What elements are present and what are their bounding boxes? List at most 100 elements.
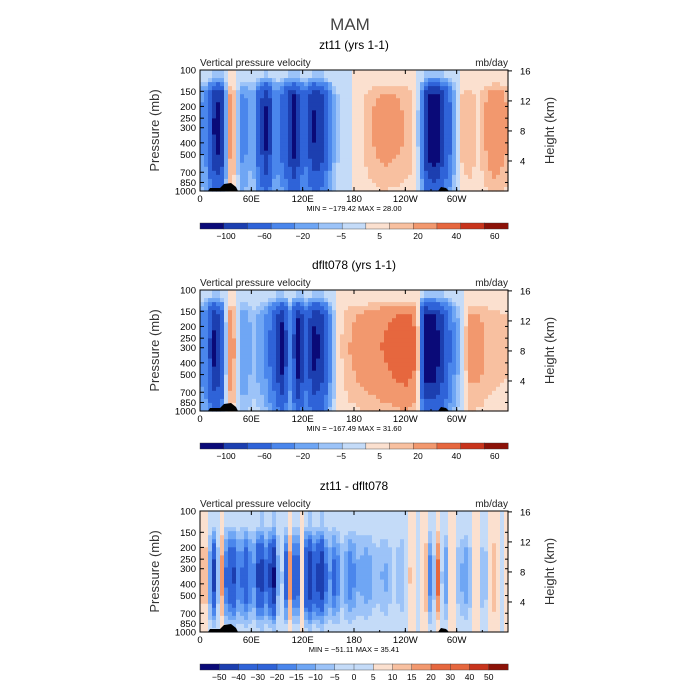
- heatmap-cell: [308, 358, 313, 364]
- heatmap-cell: [288, 290, 293, 295]
- heatmap-cell: [492, 346, 497, 352]
- heatmap-cell: [368, 162, 373, 168]
- heatmap-cell: [396, 302, 401, 307]
- heatmap-cell: [352, 374, 357, 380]
- heatmap-cell: [460, 318, 465, 323]
- heatmap-cell: [468, 78, 473, 83]
- heatmap-cell: [296, 310, 301, 315]
- heatmap-cell: [316, 406, 321, 412]
- heatmap-cell: [464, 318, 469, 323]
- heatmap-cell: [484, 290, 489, 295]
- heatmap-cell: [480, 174, 485, 180]
- heatmap-cell: [352, 334, 357, 339]
- heatmap-cell: [500, 362, 505, 368]
- heatmap-cell: [480, 334, 485, 339]
- heatmap-cell: [468, 382, 473, 388]
- heatmap-cell: [280, 334, 285, 339]
- heatmap-cell: [204, 314, 209, 319]
- heatmap-cell: [216, 358, 221, 364]
- heatmap-cell: [504, 126, 509, 132]
- heatmap-cell: [484, 374, 489, 380]
- heatmap-cell: [404, 318, 409, 323]
- heatmap-cell: [204, 370, 209, 376]
- heatmap-cell: [408, 154, 413, 160]
- heatmap-cell: [500, 154, 505, 160]
- heatmap-cell: [460, 98, 465, 103]
- heatmap-cell: [364, 366, 369, 372]
- heatmap-cell: [372, 354, 377, 360]
- heatmap-cell: [380, 398, 385, 404]
- heatmap-cell: [224, 322, 229, 327]
- heatmap-cell: [504, 122, 509, 128]
- heatmap-cell: [276, 110, 281, 115]
- heatmap-cell: [340, 390, 345, 396]
- heatmap-cell: [404, 310, 409, 315]
- heatmap-cell: [484, 394, 489, 400]
- heatmap-cell: [448, 290, 453, 295]
- heatmap-cell: [352, 326, 357, 331]
- heatmap-cell: [396, 326, 401, 331]
- heatmap-cell: [268, 122, 273, 128]
- heatmap-cell: [444, 302, 449, 307]
- heatmap-cell: [436, 102, 441, 107]
- heatmap-cell: [460, 354, 465, 360]
- heatmap-cell: [264, 94, 269, 99]
- heatmap-cell: [396, 318, 401, 323]
- heatmap-cell: [284, 322, 289, 327]
- heatmap-cell: [296, 158, 301, 164]
- heatmap-cell: [460, 106, 465, 111]
- heatmap-cell: [408, 134, 413, 140]
- heatmap-cell: [448, 126, 453, 132]
- heatmap-cell: [380, 374, 385, 380]
- heatmap-cell: [496, 78, 501, 83]
- heatmap-cell: [300, 154, 305, 160]
- heatmap-cell: [304, 90, 309, 95]
- heatmap-cell: [464, 138, 469, 144]
- heatmap-cell: [336, 366, 341, 372]
- heatmap-cell: [324, 106, 329, 111]
- heatmap-cell: [280, 302, 285, 307]
- heatmap-cell: [420, 166, 425, 172]
- heatmap-cell: [204, 511, 209, 516]
- heatmap-cell: [216, 595, 221, 601]
- heatmap-cell: [248, 118, 253, 124]
- heatmap-cell: [220, 338, 225, 344]
- heatmap-cell: [320, 110, 325, 115]
- heatmap-cell: [348, 174, 353, 180]
- heatmap-cell: [436, 326, 441, 331]
- heatmap-cell: [248, 382, 253, 388]
- heatmap-cell: [212, 122, 217, 128]
- heatmap-cell: [476, 350, 481, 356]
- heatmap-cell: [356, 302, 361, 307]
- heatmap-cell: [224, 126, 229, 132]
- heatmap-cell: [448, 74, 453, 79]
- heatmap-cell: [208, 146, 213, 152]
- heatmap-cell: [200, 122, 205, 128]
- heatmap-cell: [440, 74, 445, 79]
- heatmap-cell: [316, 350, 321, 356]
- heatmap-cell: [472, 402, 477, 408]
- heatmap-cell: [368, 130, 373, 136]
- heatmap-cell: [436, 390, 441, 396]
- heatmap-cell: [392, 102, 397, 107]
- heatmap-cell: [416, 394, 421, 400]
- heatmap-cell: [392, 98, 397, 103]
- heatmap-cell: [228, 338, 233, 344]
- heatmap-cell: [448, 402, 453, 408]
- heatmap-cell: [328, 346, 333, 352]
- heatmap-cell: [360, 310, 365, 315]
- heatmap-cell: [272, 386, 277, 392]
- heatmap-cell: [248, 126, 253, 132]
- heatmap-cell: [216, 346, 221, 352]
- heatmap-cell: [360, 294, 365, 299]
- heatmap-cell: [208, 70, 213, 75]
- heatmap-cell: [472, 406, 477, 412]
- heatmap-cell: [284, 94, 289, 99]
- heatmap-cell: [336, 166, 341, 172]
- heatmap-cell: [372, 350, 377, 356]
- heatmap-cell: [240, 170, 245, 176]
- heatmap-cell: [400, 82, 405, 87]
- heatmap-cell: [460, 138, 465, 144]
- heatmap-cell: [444, 74, 449, 79]
- heatmap-cell: [208, 539, 213, 544]
